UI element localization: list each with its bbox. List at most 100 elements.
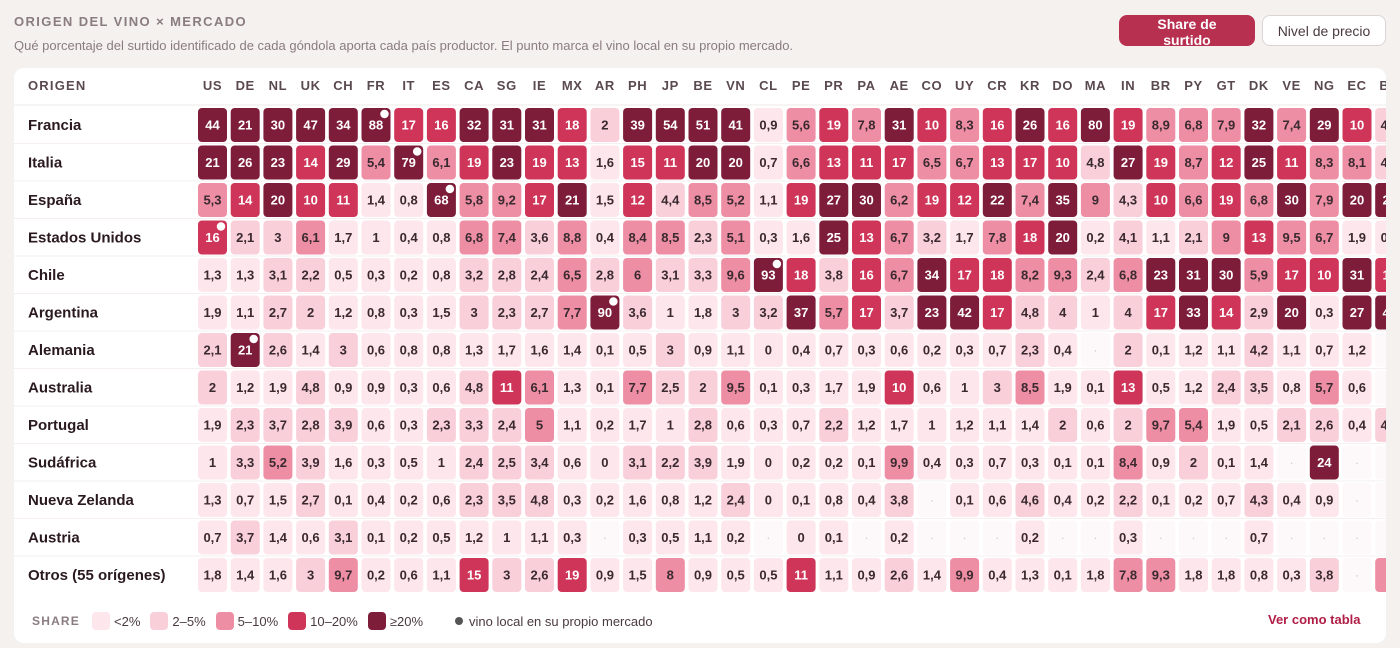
heatmap-cell-empty [1342, 445, 1372, 480]
heatmap-cell [688, 295, 718, 330]
heatmap-cell [525, 558, 554, 592]
heatmap-cell [1342, 333, 1372, 367]
cell-value: 2,4 [498, 418, 517, 433]
heatmap-cell [361, 445, 391, 480]
col-label-ar: AR [595, 78, 615, 93]
view-as-table-link[interactable]: Ver como tabla [1268, 612, 1361, 627]
heatmap-cell [688, 520, 718, 555]
cell-value: 4 [1124, 305, 1132, 320]
cell-value: 41 [1382, 305, 1386, 320]
heatmap-cell [198, 333, 227, 367]
heatmap-cell [1179, 183, 1208, 217]
heatmap-cell [557, 183, 587, 217]
cell-value: 2,3 [465, 493, 483, 508]
cell-value: 11 [336, 193, 350, 208]
heatmap-cell [753, 183, 783, 217]
cell-value: 0,9 [694, 568, 712, 583]
heatmap-cell [1048, 370, 1078, 405]
cell-value: 11 [860, 155, 874, 170]
cell-value: 31 [532, 118, 546, 133]
heatmap-cell [263, 370, 293, 405]
heatmap-cell [786, 445, 816, 480]
heatmap-cell [884, 445, 914, 480]
cell-value: 1,9 [269, 380, 287, 395]
cell-value: 0,1 [825, 530, 843, 545]
cell-value: 10 [303, 193, 317, 208]
cell-value: 1,5 [629, 568, 647, 583]
heatmap-cell [982, 183, 1012, 217]
heatmap-cell [459, 445, 489, 480]
cell-value: · [1290, 531, 1294, 545]
heatmap-cell [263, 108, 293, 142]
heatmap-cell [753, 108, 783, 142]
heatmap-cell [852, 258, 881, 292]
heatmap-cell [590, 333, 620, 367]
heatmap-cell [884, 520, 914, 555]
heatmap-cell [459, 520, 489, 555]
heatmap-cell [917, 295, 947, 330]
heatmap-cell [655, 295, 685, 330]
heatmap-cell [623, 520, 653, 555]
cell-value: 1,6 [596, 155, 614, 170]
cell-value: 9,9 [956, 568, 974, 583]
cell-value: 0,5 [727, 568, 745, 583]
cell-value: 4 [1059, 305, 1067, 320]
cell-value: 0,6 [923, 380, 941, 395]
heatmap-cell-empty [950, 520, 980, 555]
cell-value: 2,3 [1021, 343, 1039, 358]
cell-value: 2,5 [661, 380, 679, 395]
price-toggle-button[interactable]: Nivel de precio [1262, 15, 1386, 46]
heatmap-cell [198, 370, 227, 405]
col-label-kr: KR [1020, 78, 1040, 93]
heatmap-cell [230, 145, 260, 180]
cell-value: 0,6 [563, 455, 581, 470]
cell-value: 4,4 [661, 193, 680, 208]
share-toggle-button[interactable]: Share de surtido [1119, 15, 1255, 48]
cell-value: 3 [503, 568, 510, 583]
cell-value: 1,3 [203, 493, 221, 508]
col-label-pe: PE [792, 78, 811, 93]
cell-value: 3,2 [465, 268, 483, 283]
heatmap-cell [1048, 258, 1078, 292]
heatmap-cell [884, 258, 914, 292]
cell-value: 8,7 [1184, 155, 1202, 170]
heatmap-cell [623, 333, 653, 367]
header: ORIGEN DEL VINO × MERCADO Qué porcentaje… [14, 14, 793, 53]
heatmap-cell [263, 183, 293, 217]
cell-value: 14 [238, 193, 253, 208]
cell-value: 0,1 [1152, 343, 1170, 358]
heatmap-cell [230, 108, 260, 142]
cell-value: 1,4 [302, 343, 321, 358]
row-label: Argentina [28, 305, 99, 322]
heatmap-cell [525, 483, 554, 517]
cell-value: 0,1 [334, 493, 352, 508]
cell-value: 6,7 [890, 230, 908, 245]
cell-value: 3,5 [498, 493, 516, 508]
heatmap-cell [459, 370, 489, 405]
heatmap-cell [296, 108, 326, 142]
cell-value: 0,3 [400, 380, 418, 395]
heatmap-cell [688, 370, 718, 405]
cell-value: 3 [732, 305, 739, 320]
local-marker-dot [378, 108, 391, 120]
heatmap-cell [950, 558, 980, 592]
heatmap-cell [590, 258, 620, 292]
cell-value: 2 [1124, 343, 1131, 358]
cell-value: 1,7 [956, 230, 974, 245]
cell-value: 21 [565, 193, 579, 208]
cell-value: 3,1 [661, 268, 679, 283]
heatmap-cell [786, 370, 816, 405]
cell-value: 41 [728, 118, 742, 133]
cell-value: 0,2 [1021, 530, 1039, 545]
heatmap-cell [1113, 408, 1143, 442]
cell-value: 35 [1055, 193, 1069, 208]
heatmap-cell [1146, 483, 1176, 517]
cell-value: 1,4 [1250, 455, 1269, 470]
cell-value: 4,2 [1250, 343, 1268, 358]
heatmap-cell [1375, 295, 1386, 330]
heatmap-cell [525, 258, 554, 292]
cell-value: 0,2 [890, 530, 908, 545]
cell-value: 1,6 [792, 230, 810, 245]
heatmap-cell [361, 333, 391, 367]
heatmap-cell [1375, 408, 1386, 442]
